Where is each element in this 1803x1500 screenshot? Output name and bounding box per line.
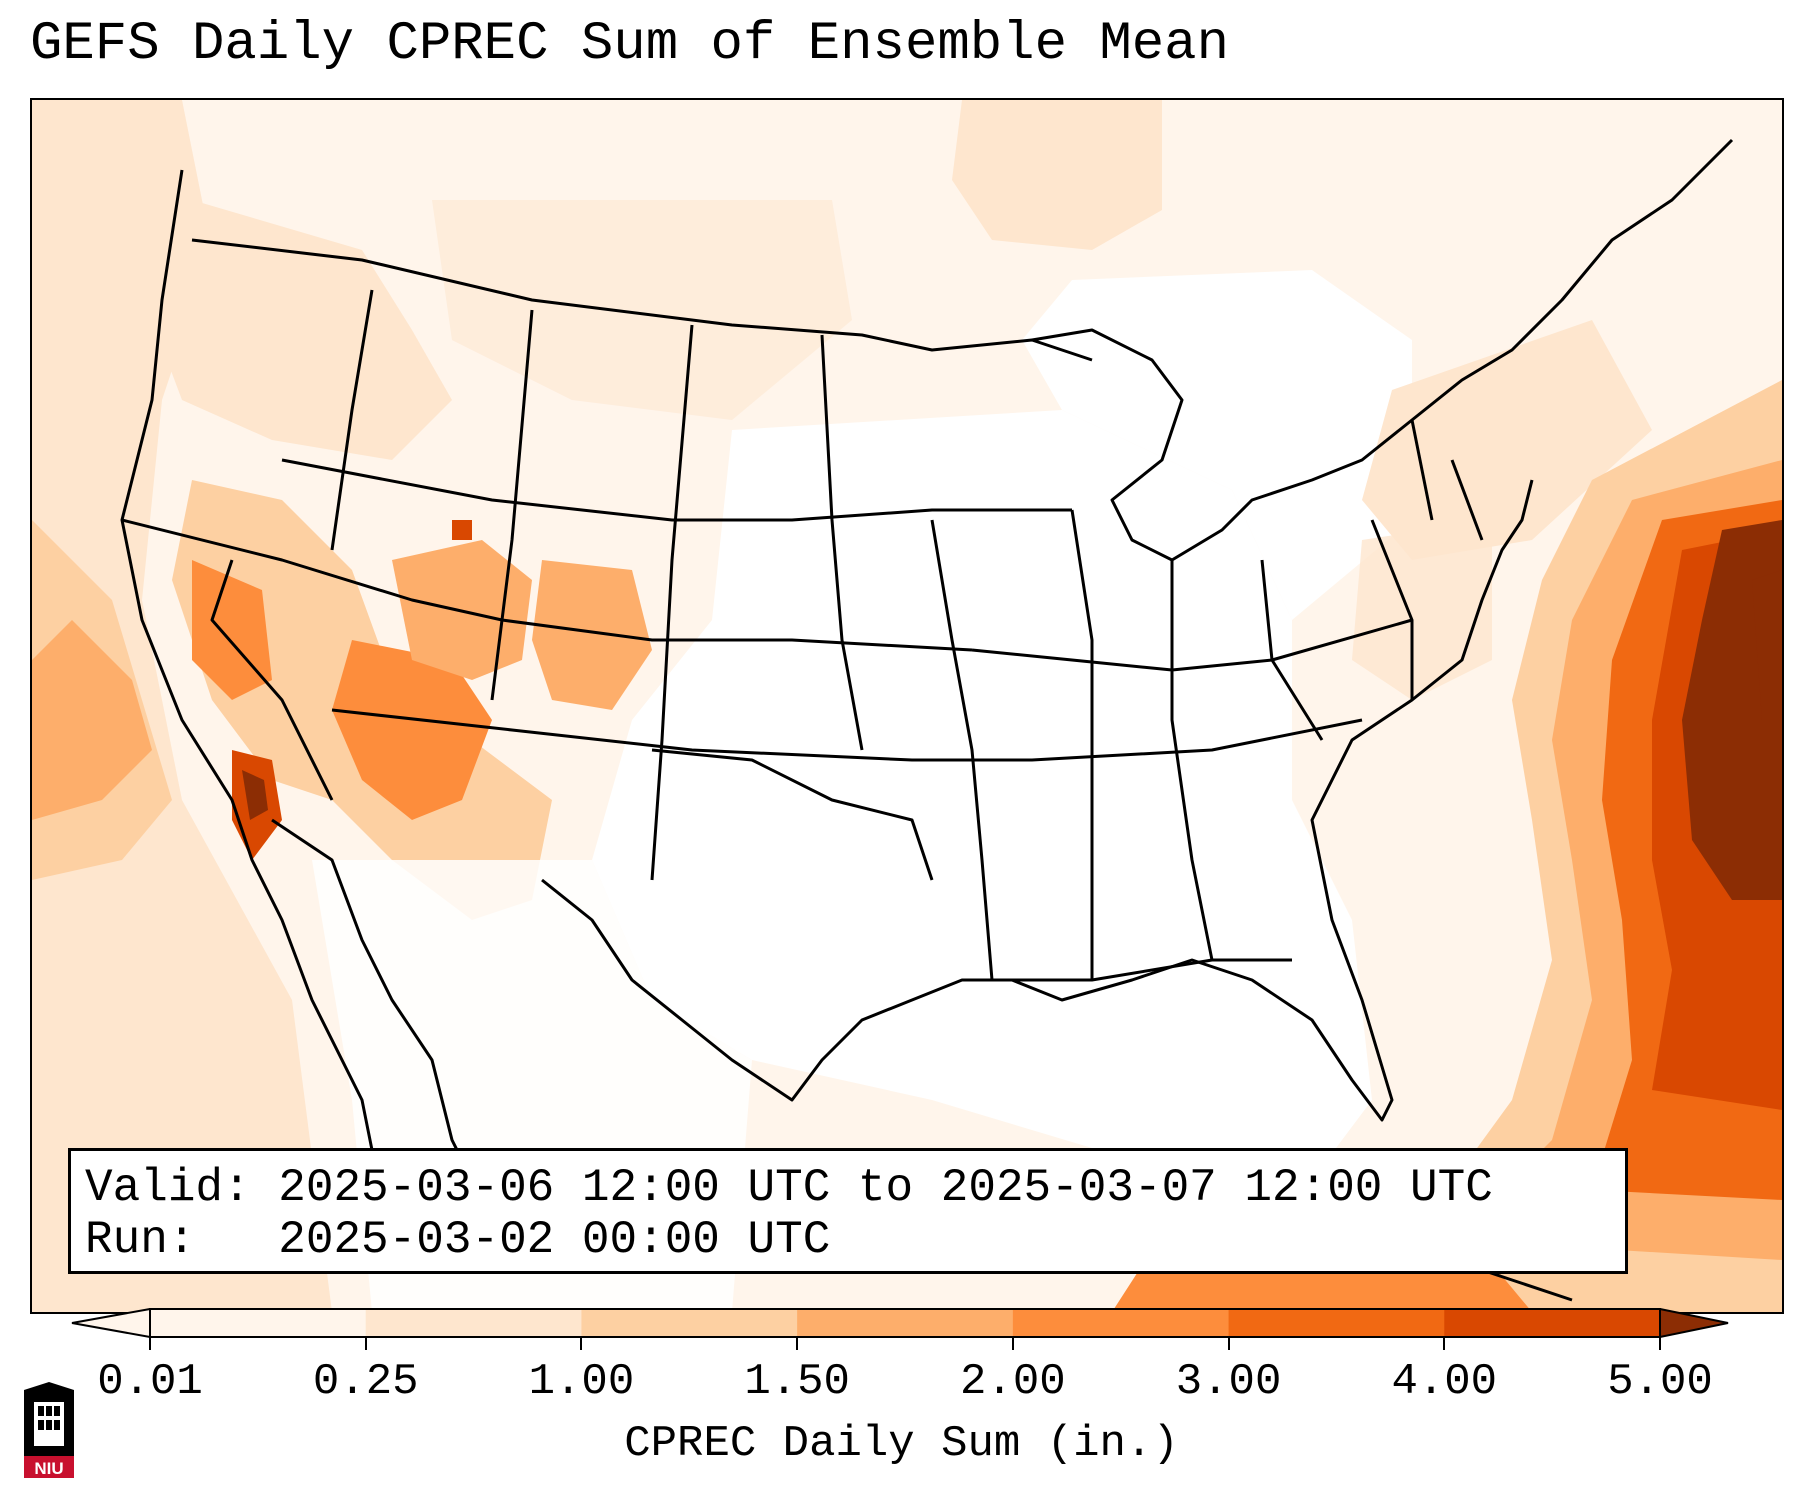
colorbar-tick-mark (1443, 1338, 1446, 1350)
state-line-5 (650, 324, 694, 881)
colorbar-segment (1228, 1309, 1445, 1337)
logo-text: NIU (34, 1459, 63, 1478)
state-line-3 (330, 289, 374, 551)
precip-field-dry-great-lakes (1022, 270, 1412, 620)
niu-logo: NIU (24, 1382, 74, 1478)
precip-field-canada-light (952, 100, 1162, 250)
precip-field-dry-central (592, 410, 1372, 1180)
colorbar-label: CPREC Daily Sum (in.) (624, 1419, 1179, 1469)
colorbar-segment (581, 1309, 798, 1337)
colorbar-segment (1012, 1309, 1230, 1337)
precip-field-arizona-heavy (332, 640, 492, 820)
colorbar-segment (150, 1309, 367, 1337)
precip-field-atlantic-extreme-core (1752, 570, 1782, 720)
valid-run-info-box: Valid: 2025-03-06 12:00 UTC to 2025-03-0… (68, 1148, 1628, 1274)
state-line-10 (930, 519, 994, 981)
state-line-4 (490, 309, 534, 701)
state-line-11 (1070, 509, 1094, 980)
colorbar-tick-label: 2.00 (960, 1357, 1066, 1407)
colorbar-extend-max (1659, 1308, 1729, 1338)
state-line-9 (651, 748, 934, 881)
precip-field-pacific-heavy (32, 620, 152, 820)
state-line-7 (210, 559, 334, 801)
colorbar-tick-mark (364, 1338, 367, 1350)
colorbar-tick-label: 1.50 (744, 1357, 850, 1407)
precip-field-socal-extreme (242, 770, 268, 820)
colorbar-tick-mark (580, 1338, 583, 1350)
canada-border (191, 238, 1093, 362)
state-line-8 (331, 708, 1363, 762)
precip-field-pacific (32, 100, 332, 1312)
colorbar-segment (797, 1309, 1014, 1337)
colorbar-segment (1444, 1309, 1661, 1337)
colorbar-tick-label: 5.00 (1607, 1357, 1713, 1407)
precip-field-northern-plains (432, 200, 852, 420)
state-line-12 (1170, 560, 1214, 961)
colorbar-extend-min (71, 1308, 151, 1338)
state-line-15 (971, 618, 1413, 672)
colorbar-tick-label: 1.00 (528, 1357, 635, 1407)
precip-field-utah-spot (452, 520, 472, 540)
state-line-16 (992, 958, 1292, 982)
precipitation-map (32, 100, 1782, 1312)
west-coastline (120, 169, 384, 1201)
boundaries (120, 138, 1734, 1302)
colorbar-tick-label: 4.00 (1391, 1357, 1498, 1407)
precip-field-northeast (1362, 320, 1652, 560)
state-line-6 (820, 334, 864, 751)
state-line-18 (1450, 459, 1484, 541)
colorbar-tick-label: 0.25 (312, 1357, 419, 1407)
run-time-line: Run: 2025-03-02 00:00 UTC (85, 1214, 831, 1266)
state-line-17 (1410, 419, 1434, 521)
colorbar-tick-label: 3.00 (1175, 1357, 1282, 1407)
baja-coast (271, 818, 484, 1201)
colorbar-tick-mark (1011, 1338, 1014, 1350)
colorbar-tick-mark (149, 1338, 151, 1350)
colorbar-tick-label: 0.01 (97, 1357, 203, 1407)
colorbar (71, 1308, 1729, 1338)
map-panel[interactable]: Valid: 2025-03-06 12:00 UTC to 2025-03-0… (30, 98, 1784, 1314)
colorbar-tick-mark (1659, 1338, 1661, 1350)
map-title: GEFS Daily CPREC Sum of Ensemble Mean (30, 14, 1229, 75)
precip-field-northwest (152, 200, 452, 460)
precip-field-colorado-heavy (532, 560, 652, 710)
colorbar-tick-mark (1227, 1338, 1230, 1350)
precip-field-mid-atlantic (1352, 520, 1492, 700)
valid-time-line: Valid: 2025-03-06 12:00 UTC to 2025-03-0… (85, 1162, 1493, 1214)
colorbar-segment (365, 1309, 582, 1337)
gulf-and-east-coast (541, 479, 1534, 1122)
great-lakes-canada (1031, 138, 1734, 562)
state-line-2 (281, 458, 1072, 522)
colorbar-tick-mark (796, 1338, 799, 1350)
colorbar-ticks: 0.01 0.25 1.00 1.50 2.00 3.00 4.00 5.00 (0, 1338, 1803, 1404)
